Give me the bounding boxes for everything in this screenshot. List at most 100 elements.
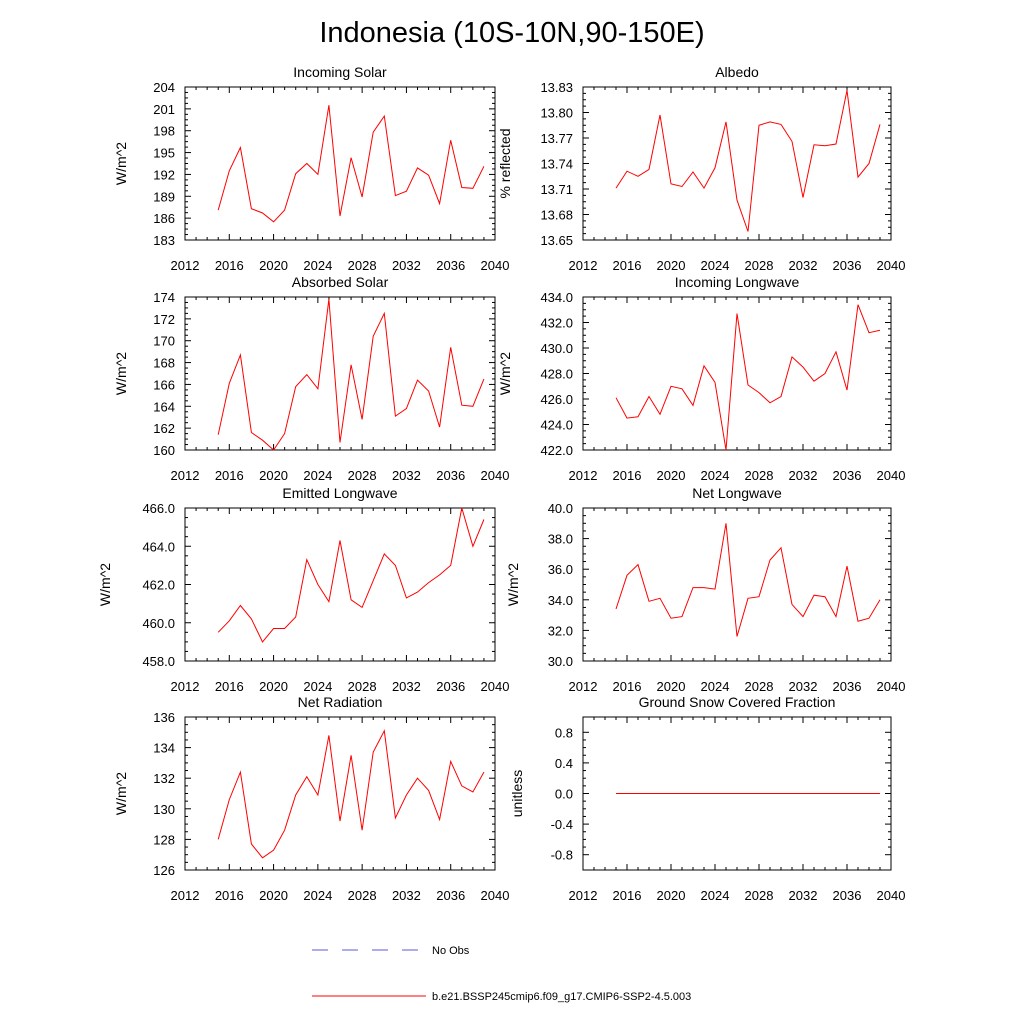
x-tick-label: 2012 — [569, 888, 598, 903]
x-tick-label: 2016 — [613, 679, 642, 694]
x-tick-label: 2040 — [481, 679, 510, 694]
y-tick-label: 166 — [153, 377, 175, 392]
x-tick-label: 2036 — [436, 679, 465, 694]
plot-frame — [582, 296, 892, 451]
y-axis-label: W/m^2 — [505, 563, 521, 606]
x-tick-label: 2012 — [171, 679, 200, 694]
y-tick-label: 192 — [153, 167, 175, 182]
x-tick-label: 2032 — [392, 468, 421, 483]
y-tick-label: 0.8 — [555, 725, 573, 740]
x-tick-label: 2020 — [259, 258, 288, 273]
y-tick-label: 422.0 — [540, 443, 573, 458]
y-tick-label: 13.77 — [540, 131, 573, 146]
y-tick-label: 134 — [153, 741, 175, 756]
panel-title: Ground Snow Covered Fraction — [639, 694, 836, 710]
y-tick-label: 189 — [153, 189, 175, 204]
y-tick-label: 36.0 — [548, 562, 573, 577]
x-tick-label: 2012 — [569, 258, 598, 273]
x-tick-label: 2020 — [259, 888, 288, 903]
panel-title: Albedo — [715, 64, 759, 80]
y-tick-label: 432.0 — [540, 316, 573, 331]
x-tick-label: 2036 — [436, 468, 465, 483]
y-tick-label: 198 — [153, 124, 175, 139]
y-tick-label: 126 — [153, 863, 175, 878]
chart-panel: Net Longwave W/m^2 2012 2016 2020 2024 2028 203… — [505, 485, 905, 694]
x-tick-label: 2016 — [613, 888, 642, 903]
x-tick-label: 2028 — [348, 888, 377, 903]
y-tick-label: 424.0 — [540, 418, 573, 433]
y-tick-label: 434.0 — [540, 290, 573, 305]
y-tick-label: 170 — [153, 334, 175, 349]
panel-title: Incoming Longwave — [675, 274, 800, 290]
y-tick-label: 30.0 — [548, 654, 573, 669]
x-tick-label: 2036 — [436, 258, 465, 273]
x-tick-label: 2036 — [833, 888, 862, 903]
y-tick-label: 0.4 — [555, 756, 573, 771]
series-line — [615, 523, 881, 637]
y-tick-label: 426.0 — [540, 392, 573, 407]
series-line — [217, 299, 485, 451]
x-tick-label: 2024 — [701, 258, 730, 273]
y-tick-label: 183 — [153, 233, 175, 248]
x-tick-label: 2032 — [789, 679, 818, 694]
chart-panel: Net Radiation W/m^2 2012 2016 2020 2024 2028 20… — [113, 694, 509, 903]
y-tick-label: 428.0 — [540, 367, 573, 382]
y-tick-label: 464.0 — [142, 539, 175, 554]
x-tick-label: 2028 — [745, 888, 774, 903]
x-tick-label: 2016 — [215, 679, 244, 694]
x-tick-label: 2036 — [833, 258, 862, 273]
x-tick-label: 2032 — [392, 258, 421, 273]
legend-obs-label: No Obs — [432, 945, 470, 957]
chart-panel: Emitted Longwave W/m^2 2012 2016 2020 2024 202… — [97, 485, 509, 694]
x-tick-label: 2012 — [569, 468, 598, 483]
x-tick-label: 2016 — [215, 468, 244, 483]
chart-panel: Absorbed Solar W/m^2 2012 2016 2020 2024 2028 2… — [113, 274, 509, 483]
y-tick-label: 128 — [153, 832, 175, 847]
x-tick-label: 2016 — [215, 258, 244, 273]
y-tick-label: 38.0 — [548, 532, 573, 547]
plot-frame — [184, 507, 496, 662]
y-tick-label: 13.65 — [540, 233, 573, 248]
x-tick-label: 2020 — [259, 468, 288, 483]
x-tick-label: 2040 — [877, 888, 906, 903]
y-tick-label: 195 — [153, 146, 175, 161]
x-tick-label: 2032 — [392, 888, 421, 903]
x-tick-label: 2016 — [613, 468, 642, 483]
x-tick-label: 2024 — [701, 888, 730, 903]
panels: Incoming Solar W/m^2 2012 2016 2020 2024 2028 2… — [97, 64, 905, 903]
x-tick-label: 2040 — [481, 888, 510, 903]
series-line — [217, 507, 485, 643]
x-tick-label: 2028 — [745, 679, 774, 694]
series-line — [217, 105, 485, 223]
x-tick-label: 2036 — [436, 888, 465, 903]
y-axis-label: unitless — [509, 770, 525, 817]
x-tick-label: 2024 — [303, 468, 332, 483]
y-tick-label: 162 — [153, 421, 175, 436]
y-tick-label: 13.80 — [540, 106, 573, 121]
x-tick-label: 2020 — [657, 888, 686, 903]
x-tick-label: 2036 — [833, 679, 862, 694]
x-tick-label: 2032 — [789, 258, 818, 273]
x-tick-label: 2040 — [481, 468, 510, 483]
x-tick-label: 2036 — [833, 468, 862, 483]
x-tick-label: 2016 — [613, 258, 642, 273]
x-tick-label: 2012 — [171, 888, 200, 903]
x-tick-label: 2024 — [701, 468, 730, 483]
x-tick-label: 2024 — [303, 258, 332, 273]
x-tick-label: 2016 — [215, 888, 244, 903]
y-tick-label: 186 — [153, 211, 175, 226]
y-tick-label: 466.0 — [142, 501, 175, 516]
y-tick-label: 13.68 — [540, 208, 573, 223]
y-tick-label: -0.8 — [551, 848, 573, 863]
x-tick-label: 2012 — [171, 258, 200, 273]
panel-title: Net Radiation — [298, 694, 383, 710]
figure-title: Indonesia (10S-10N,90-150E) — [319, 17, 704, 49]
x-tick-label: 2024 — [303, 888, 332, 903]
chart-panel: Incoming Longwave W/m^2 2012 2016 2020 2024 20… — [497, 274, 905, 483]
legend: No Obs b.e21.BSSP245cmip6.f09_g17.CMIP6-… — [312, 945, 691, 1003]
y-tick-label: 40.0 — [548, 501, 573, 516]
y-tick-label: 168 — [153, 356, 175, 371]
x-tick-label: 2032 — [789, 888, 818, 903]
